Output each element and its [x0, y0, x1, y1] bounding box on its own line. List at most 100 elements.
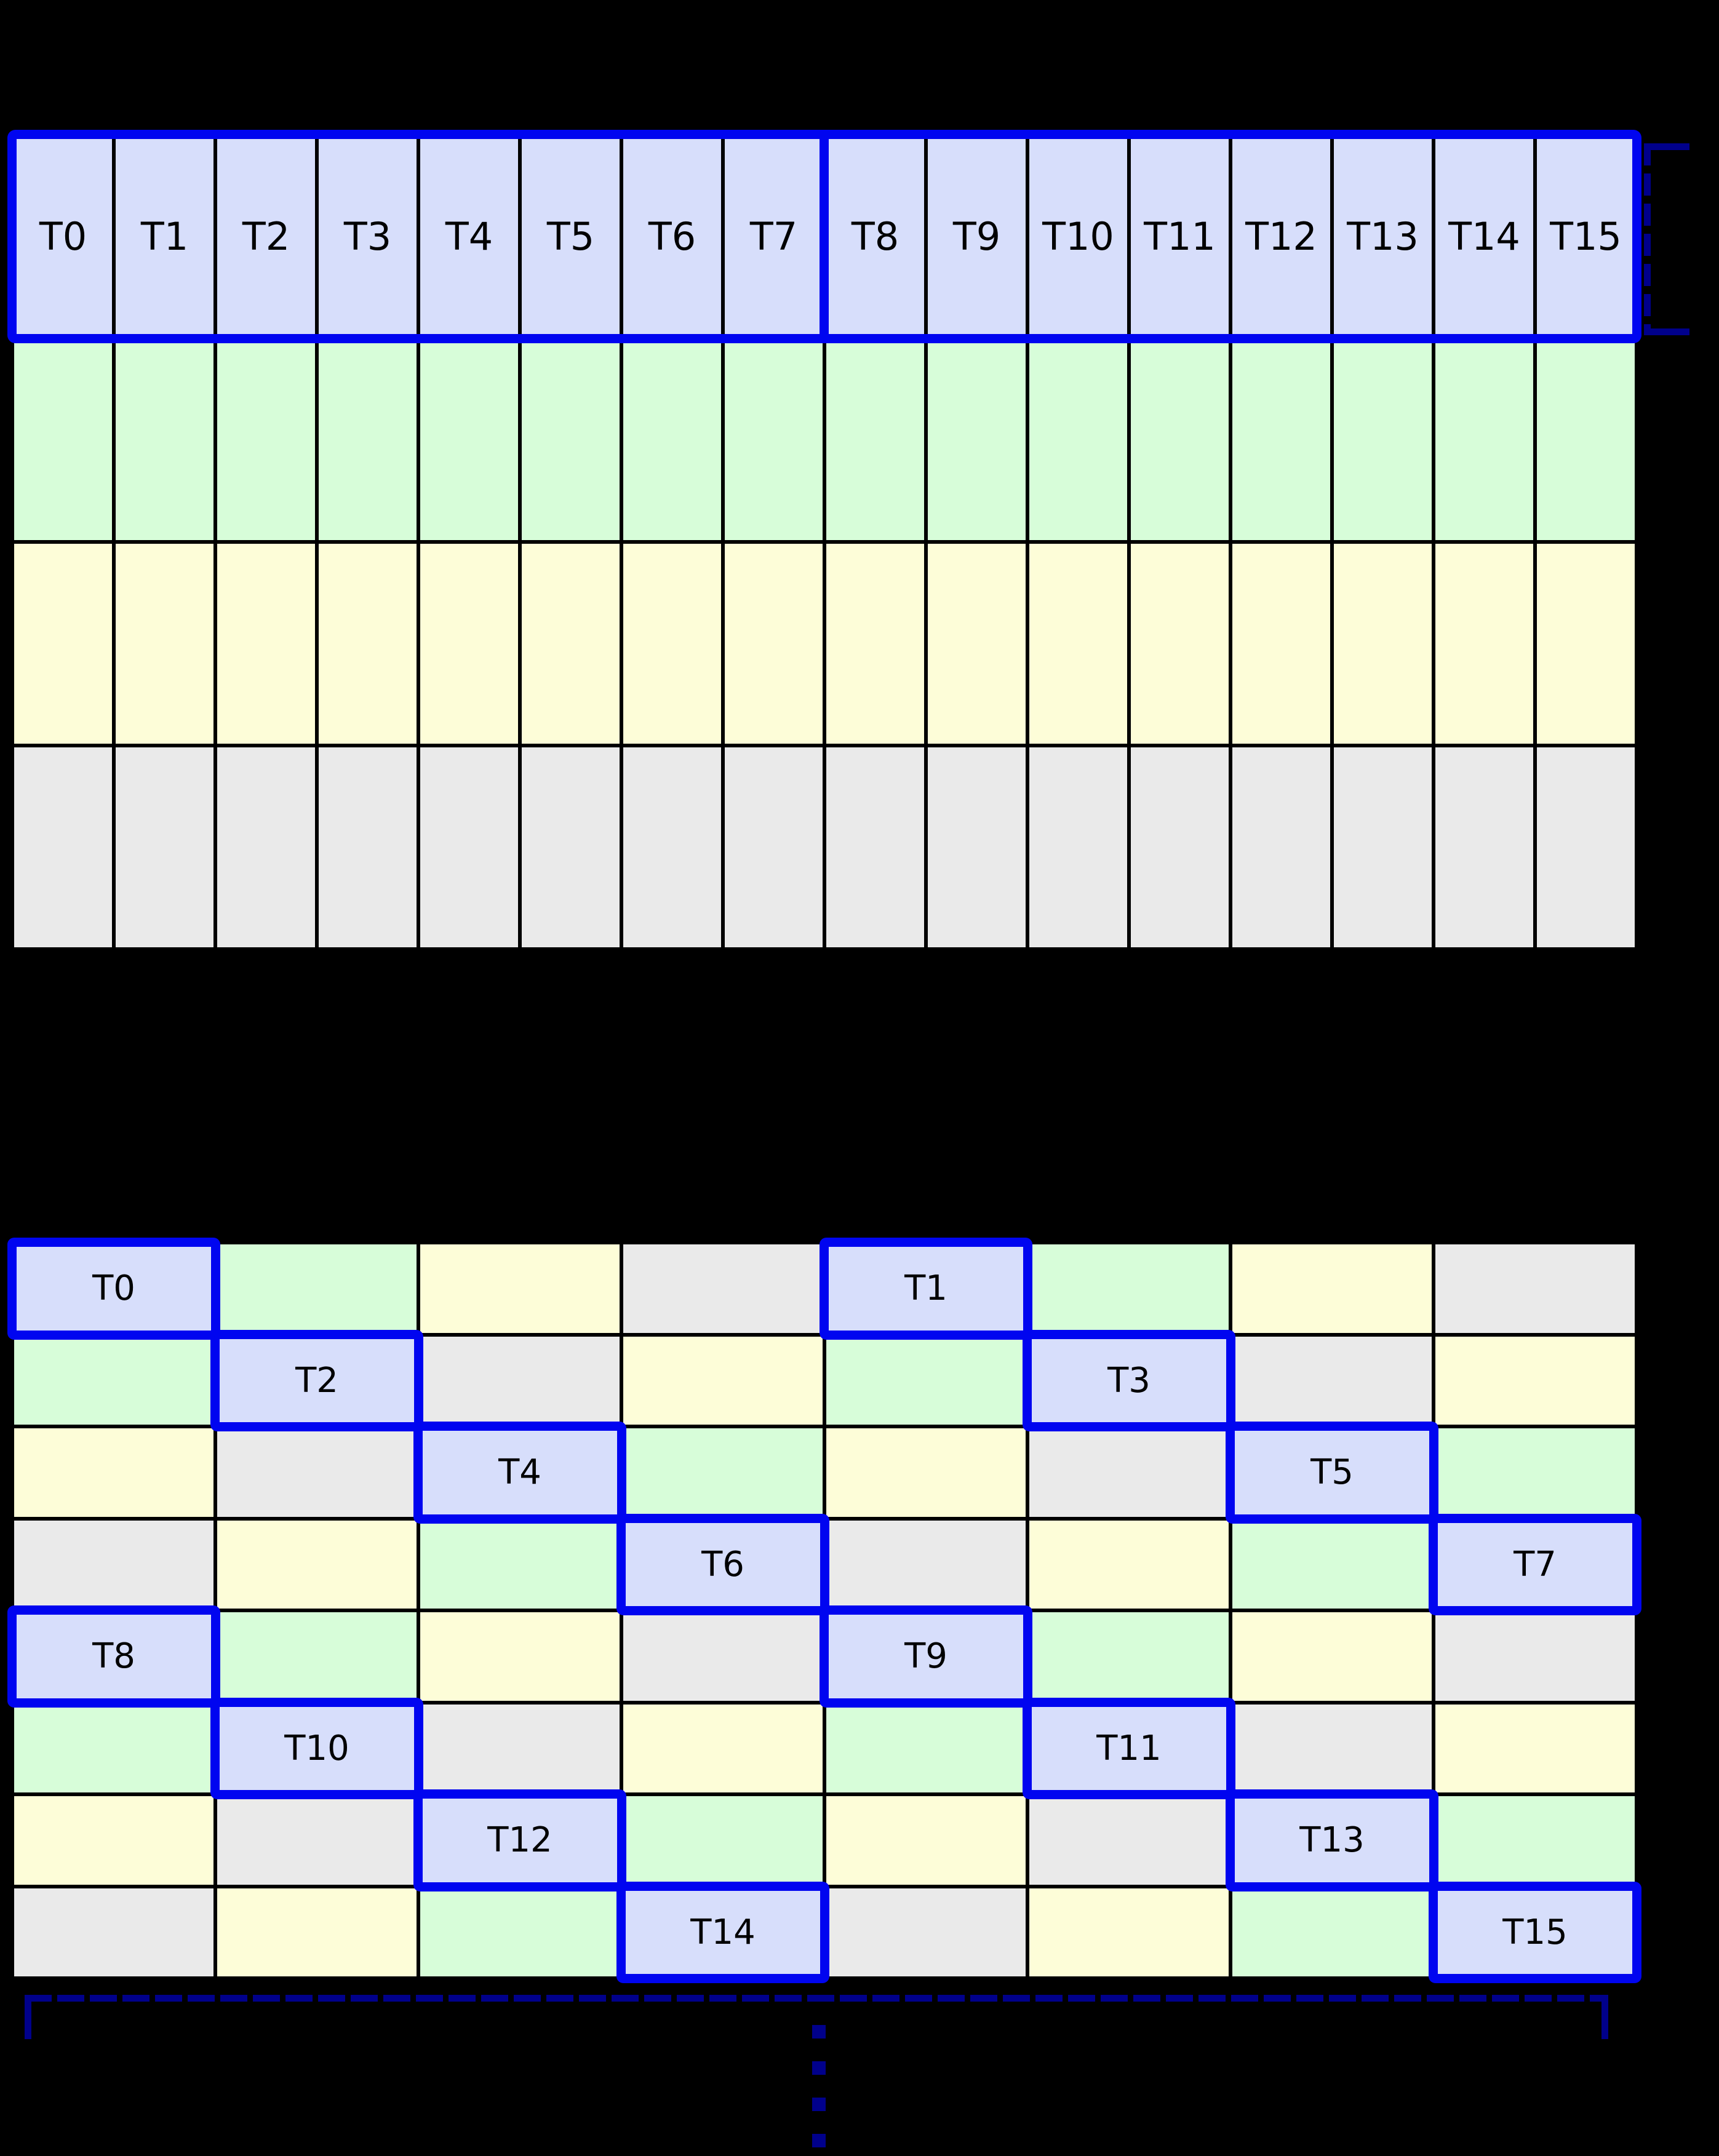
thread-label: T11 — [1144, 214, 1216, 259]
thread-label: T12 — [1245, 214, 1317, 259]
thread-label: T4 — [498, 1452, 541, 1493]
bottom-memory-cell-r5c2 — [420, 1704, 620, 1792]
top-memory-cell-r3c8 — [826, 747, 924, 947]
top-memory-cell-r3c13 — [1334, 747, 1432, 947]
top-memory-cell-r1c11 — [1131, 340, 1229, 540]
top-memory-cell-r2c10 — [1029, 544, 1127, 744]
top-thread-cell-T7: T7 — [725, 137, 823, 336]
bottom-memory-cell-r6c0 — [14, 1796, 213, 1885]
top-thread-cell-T15: T15 — [1537, 137, 1635, 336]
top-memory-cell-r2c7 — [725, 544, 823, 744]
thread-label: T5 — [546, 214, 595, 259]
thread-label: T8 — [92, 1636, 135, 1677]
bottom-memory-cell-r2c4 — [826, 1428, 1026, 1517]
bottom-memory-cell-r5c3 — [623, 1704, 823, 1792]
thread-label: T0 — [92, 1268, 135, 1309]
top-thread-cell-T13: T13 — [1334, 137, 1432, 336]
top-memory-cell-r3c11 — [1131, 747, 1229, 947]
bottom-memory-cell-r5c6 — [1232, 1704, 1432, 1792]
thread-label: T7 — [749, 214, 798, 259]
bottom-thread-cell-T4: T4 — [420, 1428, 620, 1517]
bottom-memory-cell-r0c6 — [1232, 1244, 1432, 1333]
bottom-memory-cell-r6c7 — [1435, 1796, 1635, 1885]
bottom-thread-cell-T14: T14 — [623, 1888, 823, 1976]
bottom-memory-cell-r2c3 — [623, 1428, 823, 1517]
top-memory-cell-r1c14 — [1435, 340, 1533, 540]
top-memory-cell-r3c12 — [1232, 747, 1330, 947]
thread-label: T15 — [1550, 214, 1622, 259]
thread-outline-T3 — [1023, 1329, 1235, 1431]
thread-outline-T15 — [1429, 1881, 1641, 1983]
top-memory-cell-r3c3 — [319, 747, 417, 947]
top-memory-cell-r3c15 — [1537, 747, 1635, 947]
thread-outline-T6 — [616, 1513, 829, 1615]
thread-label: T10 — [284, 1728, 349, 1768]
bottom-thread-cell-T9: T9 — [826, 1612, 1026, 1701]
bottom-memory-cell-r3c6 — [1232, 1520, 1432, 1609]
top-thread-cell-T4: T4 — [420, 137, 518, 336]
bottom-memory-cell-r2c1 — [217, 1428, 417, 1517]
top-memory-cell-r3c4 — [420, 747, 518, 947]
top-memory-cell-r3c2 — [217, 747, 315, 947]
bottom-thread-cell-T0: T0 — [14, 1244, 213, 1333]
bracket-top-arm — [1644, 143, 1689, 150]
bottom-memory-cell-r7c5 — [1029, 1888, 1229, 1976]
bracket-vertical-line — [1644, 143, 1651, 335]
thread-label: T0 — [39, 214, 87, 259]
bottom-memory-cell-r2c5 — [1029, 1428, 1229, 1517]
bottom-memory-cell-r6c5 — [1029, 1796, 1229, 1885]
warp-divider — [820, 130, 829, 343]
thread-label: T8 — [851, 214, 899, 259]
bottom-memory-cell-r0c5 — [1029, 1244, 1229, 1333]
top-memory-cell-r2c5 — [522, 544, 620, 744]
bottom-thread-cell-T1: T1 — [826, 1244, 1026, 1333]
bottom-thread-cell-T5: T5 — [1232, 1428, 1432, 1517]
top-memory-cell-r2c1 — [116, 544, 213, 744]
width-bracket-left-leg — [25, 1995, 31, 2039]
bottom-memory-cell-r7c1 — [217, 1888, 417, 1976]
bottom-memory-cell-r5c0 — [14, 1704, 213, 1792]
bottom-thread-cell-T2: T2 — [217, 1336, 417, 1425]
top-thread-cell-T5: T5 — [522, 137, 620, 336]
bottom-memory-cell-r4c5 — [1029, 1612, 1229, 1701]
top-memory-cell-r1c9 — [928, 340, 1026, 540]
bottom-memory-cell-r4c1 — [217, 1612, 417, 1701]
bottom-thread-cell-T11: T11 — [1029, 1704, 1229, 1792]
top-memory-cell-r1c8 — [826, 340, 924, 540]
bottom-thread-cell-T3: T3 — [1029, 1336, 1229, 1425]
bottom-memory-cell-r7c0 — [14, 1888, 213, 1976]
bottom-memory-cell-r3c1 — [217, 1520, 417, 1609]
thread-outline-T1 — [820, 1238, 1032, 1340]
top-memory-cell-r2c13 — [1334, 544, 1432, 744]
top-memory-cell-r2c4 — [420, 544, 518, 744]
top-memory-cell-r3c6 — [623, 747, 721, 947]
top-memory-cell-r1c2 — [217, 340, 315, 540]
continuation-dot — [812, 2025, 826, 2039]
bottom-thread-cell-T10: T10 — [217, 1704, 417, 1792]
width-bracket-line — [25, 1995, 1608, 2002]
thread-label: T11 — [1096, 1728, 1162, 1768]
bottom-thread-cell-T12: T12 — [420, 1796, 620, 1885]
top-memory-cell-r1c1 — [116, 340, 213, 540]
top-memory-cell-r3c0 — [14, 747, 112, 947]
bottom-memory-cell-r1c6 — [1232, 1336, 1432, 1425]
bottom-memory-cell-r7c6 — [1232, 1888, 1432, 1976]
thread-label: T12 — [487, 1820, 552, 1861]
top-memory-cell-r1c6 — [623, 340, 721, 540]
top-memory-cell-r2c11 — [1131, 544, 1229, 744]
top-memory-cell-r1c5 — [522, 340, 620, 540]
bottom-thread-cell-T7: T7 — [1435, 1520, 1635, 1609]
top-memory-cell-r2c15 — [1537, 544, 1635, 744]
top-memory-cell-r3c5 — [522, 747, 620, 947]
thread-label: T3 — [343, 214, 392, 259]
top-memory-cell-r2c14 — [1435, 544, 1533, 744]
bottom-memory-cell-r4c2 — [420, 1612, 620, 1701]
thread-label: T13 — [1299, 1820, 1365, 1861]
continuation-dot — [812, 2098, 826, 2111]
bottom-memory-cell-r5c7 — [1435, 1704, 1635, 1792]
top-thread-cell-T12: T12 — [1232, 137, 1330, 336]
thread-label: T10 — [1042, 214, 1114, 259]
top-memory-cell-r1c0 — [14, 340, 112, 540]
bottom-thread-cell-T13: T13 — [1232, 1796, 1432, 1885]
thread-outline-T2 — [210, 1329, 423, 1431]
